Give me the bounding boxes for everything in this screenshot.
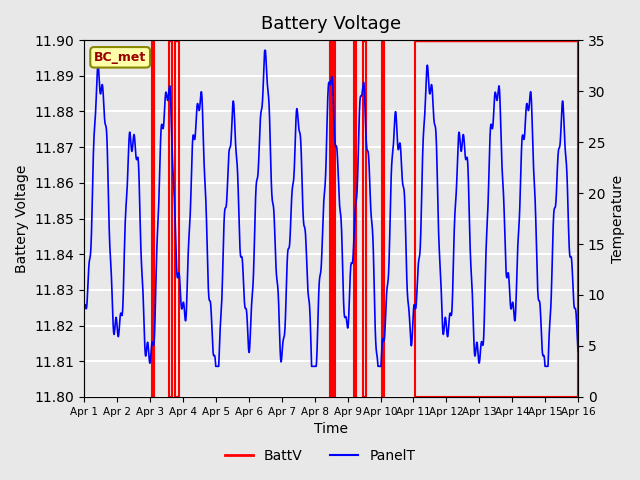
Title: Battery Voltage: Battery Voltage (261, 15, 401, 33)
Bar (382, 40, 385, 397)
Bar (333, 40, 335, 397)
Bar (353, 40, 356, 397)
Text: BC_met: BC_met (94, 51, 147, 64)
Legend: BattV, PanelT: BattV, PanelT (220, 443, 420, 468)
X-axis label: Time: Time (314, 422, 348, 436)
Bar (363, 40, 366, 397)
Bar (330, 40, 332, 397)
Y-axis label: Battery Voltage: Battery Voltage (15, 164, 29, 273)
Bar (175, 40, 179, 397)
Bar (415, 40, 578, 397)
Y-axis label: Temperature: Temperature (611, 174, 625, 263)
Bar (152, 40, 154, 397)
Bar (169, 40, 172, 397)
